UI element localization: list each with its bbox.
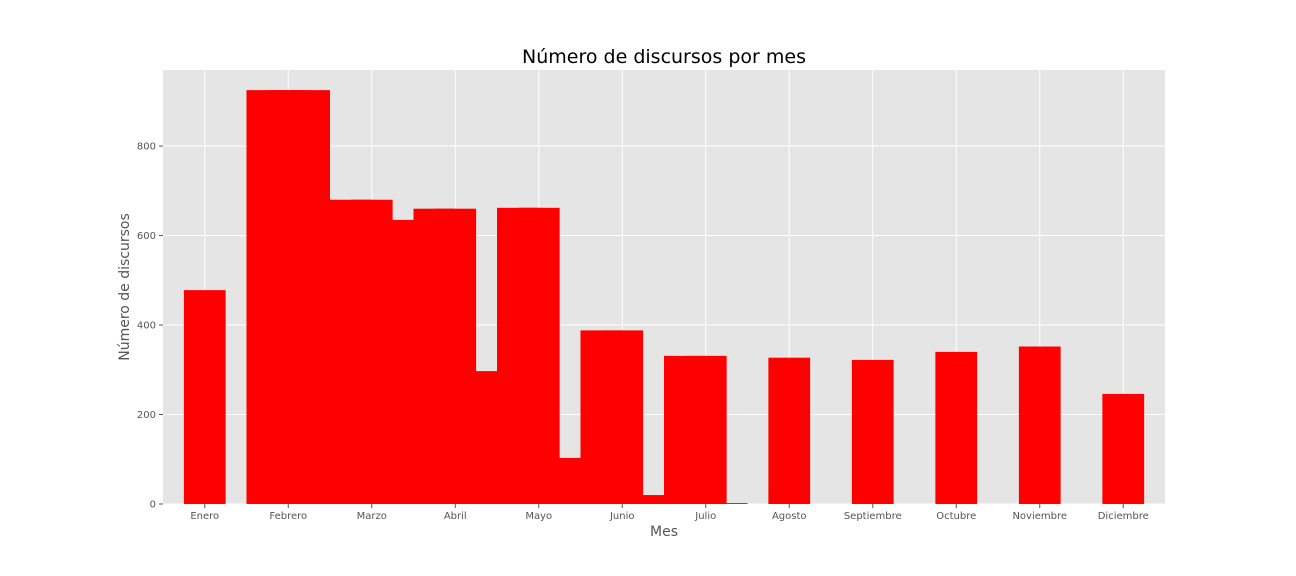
x-tick-label: Enero <box>190 511 219 522</box>
x-axis-ticks: Enero Febrero Marzo Abril Mayo Junio Julio Agos… <box>190 504 1149 522</box>
y-tick-label: 400 <box>137 321 156 332</box>
bar <box>1018 346 1061 504</box>
y-tick-label: 600 <box>137 231 156 242</box>
bar <box>684 355 727 504</box>
bar <box>768 357 811 504</box>
x-tick-label: Marzo <box>357 511 387 522</box>
x-tick-label: Octubre <box>936 511 976 522</box>
x-tick-label: Julio <box>694 511 716 522</box>
y-axis-label: Número de discursos <box>117 213 133 361</box>
x-tick-label: Septiembre <box>844 511 902 522</box>
chart-title: Número de discursos por mes <box>522 46 806 68</box>
bar <box>705 503 748 504</box>
bar <box>601 330 644 504</box>
x-tick-label: Agosto <box>772 511 807 522</box>
bar <box>183 290 226 504</box>
y-tick-label: 200 <box>137 410 156 421</box>
bars <box>183 90 1145 505</box>
x-tick-label: Febrero <box>269 511 307 522</box>
x-axis-label: Mes <box>650 524 678 540</box>
y-axis-ticks: 0 200 400 600 800 <box>137 142 163 511</box>
bar <box>935 351 978 504</box>
x-tick-label: Junio <box>609 511 635 522</box>
bar <box>1102 393 1145 504</box>
x-tick-label: Diciembre <box>1098 511 1149 522</box>
x-tick-label: Noviembre <box>1012 511 1067 522</box>
x-tick-label: Abril <box>444 511 467 522</box>
x-tick-label: Mayo <box>525 511 552 522</box>
bar <box>622 495 664 504</box>
y-tick-label: 0 <box>150 500 156 511</box>
bar <box>517 207 560 504</box>
bar <box>851 359 894 504</box>
y-tick-label: 800 <box>137 142 156 153</box>
